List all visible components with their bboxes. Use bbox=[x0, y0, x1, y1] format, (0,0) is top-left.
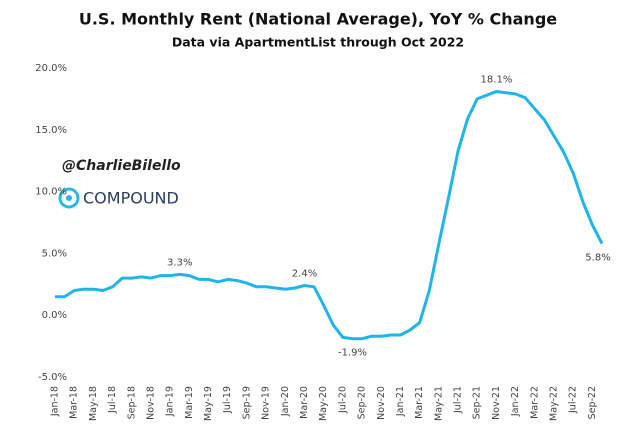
watermark-brand: COMPOUND bbox=[83, 189, 179, 208]
x-tick-label: May-22 bbox=[549, 386, 560, 421]
x-tick-label: May-18 bbox=[88, 386, 99, 421]
x-tick-label: Mar-18 bbox=[69, 386, 80, 419]
chart-title: U.S. Monthly Rent (National Average), Yo… bbox=[79, 10, 557, 29]
watermark-handle: @CharlieBilello bbox=[62, 158, 181, 174]
x-tick-label: Mar-21 bbox=[414, 386, 425, 419]
x-tick-label: Jan-19 bbox=[165, 386, 176, 417]
x-tick-label: Jan-21 bbox=[395, 386, 406, 417]
x-tick-label: Sep-21 bbox=[472, 386, 483, 419]
x-tick-label: Nov-19 bbox=[261, 386, 272, 420]
x-tick-label: Sep-19 bbox=[241, 386, 252, 419]
y-tick-label: 0.0% bbox=[42, 310, 67, 321]
x-tick-label: Jul-21 bbox=[453, 386, 464, 414]
x-tick-label: Sep-22 bbox=[587, 386, 598, 419]
data-label: -1.9% bbox=[338, 348, 367, 359]
data-label: 5.8% bbox=[585, 253, 610, 264]
data-label: 18.1% bbox=[481, 74, 513, 85]
x-tick-label: May-19 bbox=[203, 386, 214, 421]
x-tick-label: Mar-22 bbox=[529, 386, 540, 419]
x-tick-label: Nov-20 bbox=[376, 386, 387, 420]
x-tick-label: Mar-20 bbox=[299, 386, 310, 419]
y-tick-label: 10.0% bbox=[35, 187, 67, 198]
x-tick-label: Jul-22 bbox=[568, 386, 579, 414]
data-label: 3.3% bbox=[167, 257, 192, 268]
x-tick-label: Jan-20 bbox=[280, 386, 291, 417]
x-tick-label: Jan-22 bbox=[510, 386, 521, 417]
series-line bbox=[55, 90, 604, 341]
chart-subtitle: Data via ApartmentList through Oct 2022 bbox=[172, 35, 464, 50]
logo-ring bbox=[58, 187, 80, 209]
data-label: 2.4% bbox=[292, 269, 317, 280]
y-tick-label: 15.0% bbox=[35, 125, 67, 136]
y-tick-label: -5.0% bbox=[38, 372, 67, 383]
x-tick-label: Jul-20 bbox=[337, 386, 348, 414]
x-tick-label: May-21 bbox=[433, 386, 444, 421]
y-tick-label: 20.0% bbox=[35, 63, 67, 74]
x-tick-label: Jan-18 bbox=[50, 386, 61, 417]
y-tick-label: 5.0% bbox=[42, 248, 67, 259]
x-tick-label: Mar-19 bbox=[184, 386, 195, 419]
x-tick-label: Nov-21 bbox=[491, 386, 502, 420]
brand-logo bbox=[58, 187, 80, 209]
x-tick-label: Sep-20 bbox=[357, 386, 368, 419]
x-tick-label: Jul-18 bbox=[107, 386, 118, 414]
x-tick-label: Nov-18 bbox=[145, 386, 156, 420]
x-tick-label: Sep-18 bbox=[126, 386, 137, 419]
x-tick-label: May-20 bbox=[318, 386, 329, 421]
logo-dot bbox=[66, 195, 72, 201]
x-tick-label: Jul-19 bbox=[222, 386, 233, 414]
